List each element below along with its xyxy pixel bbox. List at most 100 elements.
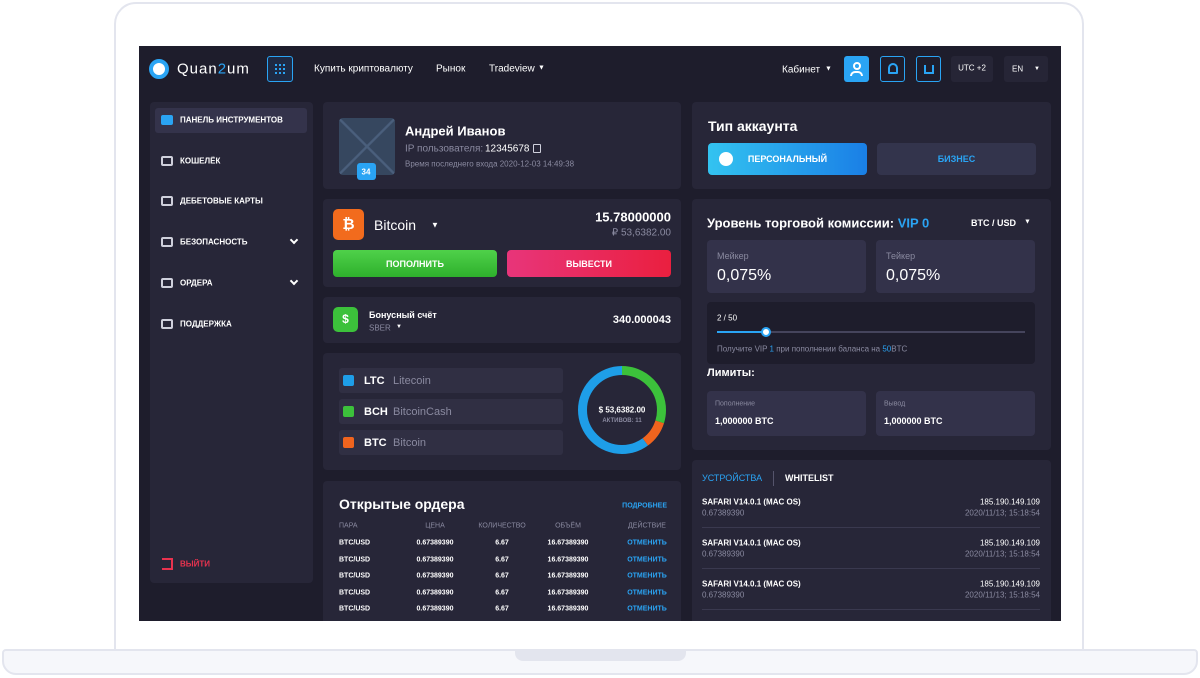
sidebar-icon <box>161 156 173 166</box>
progress-thumb[interactable] <box>761 327 771 337</box>
timezone-box[interactable] <box>951 56 993 82</box>
lang-box[interactable] <box>1004 56 1048 82</box>
device-ip: 185.190.149.109 <box>979 579 1040 589</box>
orders-more[interactable]: ПОДРОБНЕЕ <box>622 502 667 510</box>
caret: ▼ <box>1034 66 1040 72</box>
asset-row[interactable] <box>339 368 563 393</box>
order-cell: 16.67389390 <box>547 539 589 547</box>
notifications-button[interactable] <box>880 56 905 82</box>
asset-name: Litecoin <box>393 375 431 387</box>
business-option[interactable]: БИЗНЕС <box>877 143 1036 175</box>
order-cell: 16.67389390 <box>547 605 589 613</box>
pair-select[interactable]: BTC / USD <box>971 218 1016 228</box>
assets-count: АКТИВОВ: 11 <box>602 418 642 424</box>
sidebar <box>150 102 313 583</box>
nav-link[interactable]: Tradeview <box>489 63 535 75</box>
asset-row[interactable] <box>339 430 563 455</box>
hint-part: Получите VIP <box>717 344 770 354</box>
copy-icon[interactable] <box>533 144 541 153</box>
caret: ▼ <box>431 220 439 230</box>
coin-icon: ₿ <box>333 209 364 240</box>
cancel-order[interactable]: ОТМЕНИТЬ <box>627 572 667 580</box>
sidebar-item[interactable]: КОШЕЛЁК <box>180 156 221 166</box>
laptop-notch <box>515 649 686 661</box>
whitelist-tab[interactable]: WHITELIST <box>785 473 834 483</box>
asset-name: Bitcoin <box>393 437 427 449</box>
coin-name[interactable]: Bitcoin <box>374 217 417 233</box>
devices-tab[interactable]: УСТРОЙСТВА <box>702 473 763 483</box>
personal-option[interactable]: ПЕРСОНАЛЬНЫЙ <box>708 143 867 175</box>
deposit-button[interactable]: ПОПОЛНИТЬ <box>333 250 497 277</box>
withdraw-button[interactable]: ВЫВЕСТИ <box>507 250 671 277</box>
bonus-panel <box>323 297 681 343</box>
limit-value: 1,000000 BTC <box>715 416 774 426</box>
cabinet[interactable]: Кабинет <box>782 64 821 76</box>
order-cell: 0.67389390 <box>416 572 454 580</box>
progress-fill <box>717 331 766 333</box>
order-cell: 6.67 <box>495 539 509 547</box>
lang: EN <box>1012 64 1024 74</box>
sidebar-icon <box>161 196 173 206</box>
user-button[interactable] <box>844 56 869 82</box>
asset-color <box>343 437 354 448</box>
logout[interactable]: ВЫЙТИ <box>180 559 210 569</box>
download-button[interactable] <box>916 56 941 82</box>
devices-panel <box>692 460 1051 640</box>
orders-column: ДЕЙСТВИЕ <box>628 522 666 530</box>
sidebar-icon <box>161 319 173 329</box>
account-type-title: Тип аккаунта <box>708 118 798 134</box>
sidebar-item[interactable]: ДЕБЕТОВЫЕ КАРТЫ <box>180 196 263 206</box>
sidebar-item[interactable]: ПАНЕЛЬ ИНСТРУМЕНТОВ <box>180 115 283 125</box>
user-name: Андрей Иванов <box>405 123 506 139</box>
order-cell: BTC/USD <box>339 605 371 613</box>
order-cell: 6.67 <box>495 605 509 613</box>
orders-panel <box>323 481 681 641</box>
limit-box <box>876 391 1035 436</box>
wallet-amount: 15.78000000 <box>595 209 671 225</box>
assets-total: $ 53,6382.00 <box>598 405 646 415</box>
device-date: 2020/11/13; 15:18:54 <box>964 549 1040 559</box>
nav-link[interactable]: Купить криптовалюту <box>314 63 413 75</box>
wallet-fiat: ₽ 53,6382.00 <box>611 227 671 239</box>
sidebar-item[interactable]: ПОДДЕРЖКА <box>180 319 232 329</box>
order-cell: 0.67389390 <box>416 556 454 563</box>
sidebar-item[interactable]: БЕЗОПАСНОСТЬ <box>180 237 248 247</box>
orders-column: КОЛИЧЕСТВО <box>478 522 526 530</box>
orders-column: ЦЕНА <box>425 522 445 530</box>
order-cell: 6.67 <box>495 556 509 563</box>
logo-part: Quan <box>177 60 218 78</box>
order-cell: 16.67389390 <box>547 572 589 580</box>
bonus-icon: $ <box>333 307 358 332</box>
logo[interactable]: Quan2um <box>177 61 250 78</box>
commission-title: Уровень торговой комиссии: VIP 0 <box>707 216 929 231</box>
sidebar-item[interactable]: ОРДЕРА <box>180 278 213 288</box>
menu-button[interactable] <box>267 56 293 82</box>
tab-divider <box>773 471 774 486</box>
taker-fee: 0,075% <box>886 267 941 284</box>
nav-link[interactable]: Рынок <box>436 63 466 75</box>
hint-part: при пополнении баланса на <box>774 344 883 354</box>
cancel-order[interactable]: ОТМЕНИТЬ <box>627 605 667 613</box>
logo-part: 2 <box>217 60 228 78</box>
orders-column: ПАРА <box>339 522 358 530</box>
order-cell: 0.67389390 <box>416 589 454 596</box>
timezone: UTC +2 <box>958 63 986 73</box>
limit-label: Пополнение <box>715 400 755 408</box>
progress-label: 2 / 50 <box>717 313 738 323</box>
limit-box <box>707 391 866 436</box>
device-name: SAFARI V14.0.1 (MAC OS) <box>702 579 801 589</box>
cancel-order[interactable]: ОТМЕНИТЬ <box>627 589 667 596</box>
asset-row[interactable] <box>339 399 563 424</box>
logo-part: um <box>227 60 250 78</box>
cancel-order[interactable]: ОТМЕНИТЬ <box>627 556 667 563</box>
bonus-sub[interactable]: SBER <box>369 323 391 333</box>
cancel-order[interactable]: ОТМЕНИТЬ <box>627 539 667 547</box>
device-id: 0.67389390 <box>702 590 745 600</box>
maker-box <box>707 240 866 293</box>
donut-segment <box>578 366 666 454</box>
asset-ticker: BTC <box>364 437 387 449</box>
maker-fee: 0,075% <box>717 267 772 284</box>
device-ip: 185.190.149.109 <box>979 538 1040 548</box>
caret: ▼ <box>396 324 402 330</box>
